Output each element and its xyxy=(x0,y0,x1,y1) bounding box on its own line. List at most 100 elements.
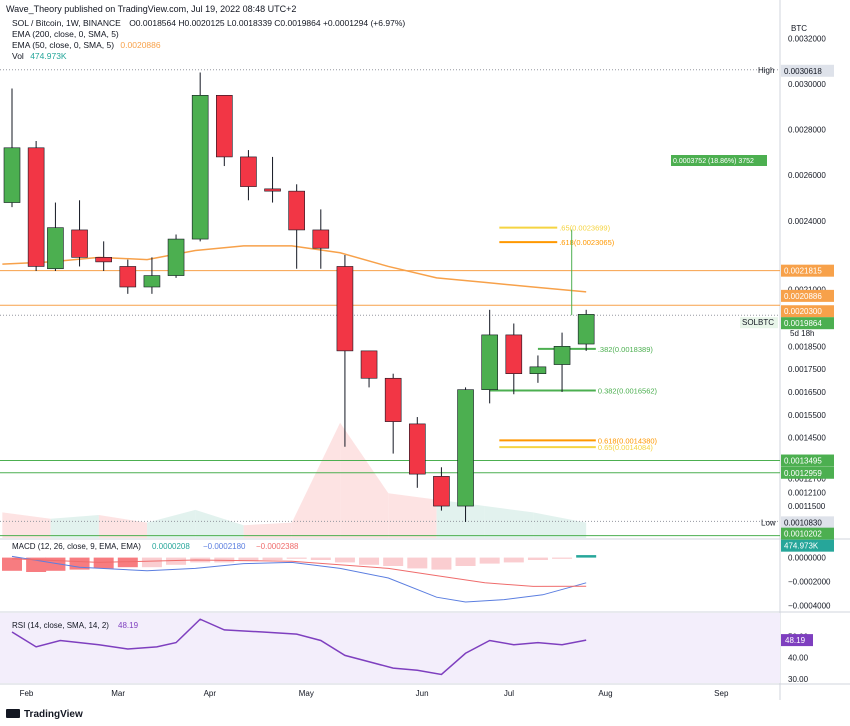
fib-0618-upper-label: .618(0.0023065) xyxy=(559,238,615,247)
candle-body xyxy=(408,423,426,475)
macd-label: MACD (12, 26, close, 9, EMA, EMA) xyxy=(12,542,141,551)
time-tick: May xyxy=(299,689,314,698)
brand-text: TradingView xyxy=(24,709,83,720)
candle-body xyxy=(336,266,354,352)
volume-bar xyxy=(340,422,389,538)
candle-body xyxy=(216,95,233,158)
macd-hist-bar xyxy=(407,557,428,569)
level-0013495: 0.0013495 xyxy=(784,457,822,466)
time-tick: Sep xyxy=(714,689,729,698)
measure-box xyxy=(671,155,767,166)
macd-hist-bar xyxy=(527,557,548,560)
high-value-bg xyxy=(781,64,834,77)
rsi-value: 48.19 xyxy=(118,621,139,630)
symbol-title: SOL / Bitcoin, 1W, BINANCE xyxy=(12,18,121,28)
candle-body xyxy=(27,147,45,267)
time-tick: Apr xyxy=(204,689,217,698)
ema50-line xyxy=(2,245,587,293)
candle-body xyxy=(577,314,595,345)
macd-hist-bar xyxy=(552,557,573,559)
candle-body xyxy=(505,334,523,375)
level-0013495-bg xyxy=(781,454,834,467)
fib-065-upper-label: .65(0.0023699) xyxy=(559,224,610,233)
macd-hist-bar xyxy=(141,557,162,568)
volume-bar xyxy=(2,512,51,538)
price-tick: 0.0028000 xyxy=(788,126,826,135)
low-value: 0.0010830 xyxy=(784,518,822,527)
macd-hist-bar xyxy=(479,557,500,564)
macd-hist-value: 0.0000208 xyxy=(152,542,190,551)
macd-hist-bar xyxy=(576,555,597,558)
volume-tag-bg xyxy=(781,539,834,552)
volume-bar xyxy=(291,422,341,538)
macd-tick: −0.0002000 xyxy=(788,578,831,587)
macd-signal-value: −0.0002388 xyxy=(256,542,299,551)
volume-bar xyxy=(484,506,534,538)
price-tick: 0.0016500 xyxy=(788,388,826,397)
candle-body xyxy=(3,147,21,203)
tradingview-mark-icon xyxy=(6,709,20,718)
macd-hist-bar xyxy=(455,557,476,566)
volume-bar xyxy=(533,512,587,538)
macd-hist-bar xyxy=(262,557,283,560)
macd-hist-bar xyxy=(2,557,22,571)
candle-body xyxy=(167,238,185,276)
candle-body xyxy=(288,190,305,231)
price-tick: 0.0024000 xyxy=(788,217,826,226)
ema50-legend: EMA (50, close, 0, SMA, 5) 0.0020886 xyxy=(12,40,161,51)
price-tick: 0.0015500 xyxy=(788,411,826,420)
solbtc-symbol: SOLBTC xyxy=(742,318,774,327)
rsi-value-tag-bg xyxy=(781,634,813,647)
candle-body xyxy=(457,389,474,507)
candle-body xyxy=(360,350,378,379)
macd-signal-line xyxy=(11,558,587,587)
ema200-legend: EMA (200, close, 0, SMA, 5) xyxy=(12,29,119,39)
candle-body xyxy=(481,334,498,390)
macd-hist-bar xyxy=(286,557,307,559)
time-tick: Feb xyxy=(20,689,34,698)
candle-body xyxy=(240,156,257,187)
time-tick: Jul xyxy=(504,689,514,698)
volume-bar xyxy=(243,522,292,538)
ema50-price-tag: 0.0020886 xyxy=(784,292,822,301)
macd-hist-bar xyxy=(310,557,331,560)
volume-bar xyxy=(98,514,148,538)
candle-body xyxy=(71,229,88,258)
macd-hist-bar xyxy=(166,557,187,565)
candle-body xyxy=(529,366,547,375)
fib-0618-lower-label: 0.618(0.0014380) xyxy=(598,436,658,445)
volume-bar xyxy=(195,509,244,538)
level-0021815-bg xyxy=(781,264,834,277)
macd-hist-bar xyxy=(334,557,355,563)
rsi-value-tag: 48.19 xyxy=(785,636,806,645)
level-0010202: 0.0010202 xyxy=(784,530,822,539)
symbol-line: SOL / Bitcoin, 1W, BINANCE O0.0018564 H0… xyxy=(12,18,405,29)
macd-hist-bar xyxy=(431,557,452,570)
rsi-tick: 30.00 xyxy=(788,675,809,684)
fib-0382-mid-label: 0.382(0.0016562) xyxy=(598,387,658,396)
candle-body xyxy=(191,95,209,240)
macd-hist-bar xyxy=(238,557,259,562)
level-0012959-bg xyxy=(781,466,834,479)
volume-legend: Vol 474.973K xyxy=(12,51,67,62)
volume-value: 474.973K xyxy=(30,51,67,61)
rsi-band xyxy=(0,613,780,683)
macd-hist-bar xyxy=(93,557,114,569)
fib-065-lower-label: 0.65(0.0014084) xyxy=(598,443,654,452)
macd-hist-bar xyxy=(503,557,524,563)
measure-label: 0.0003752 (18.86%) 3752 xyxy=(673,158,754,165)
price-tick: 0.0018500 xyxy=(788,342,826,351)
macd-hist-bar xyxy=(117,557,138,568)
price-tick: 0.0011500 xyxy=(788,502,826,511)
time-tick: Jun xyxy=(416,689,429,698)
ema50-price-tag-bg xyxy=(781,289,834,302)
macd-hist-bar xyxy=(383,557,404,566)
candle-body xyxy=(95,257,112,263)
volume-bar xyxy=(436,499,485,538)
time-tick: Aug xyxy=(598,689,612,698)
price-tick: 0.0017500 xyxy=(788,365,826,374)
tradingview-logo: TradingView xyxy=(6,709,83,720)
level-0021815: 0.0021815 xyxy=(784,267,822,276)
rsi-line xyxy=(11,618,587,676)
